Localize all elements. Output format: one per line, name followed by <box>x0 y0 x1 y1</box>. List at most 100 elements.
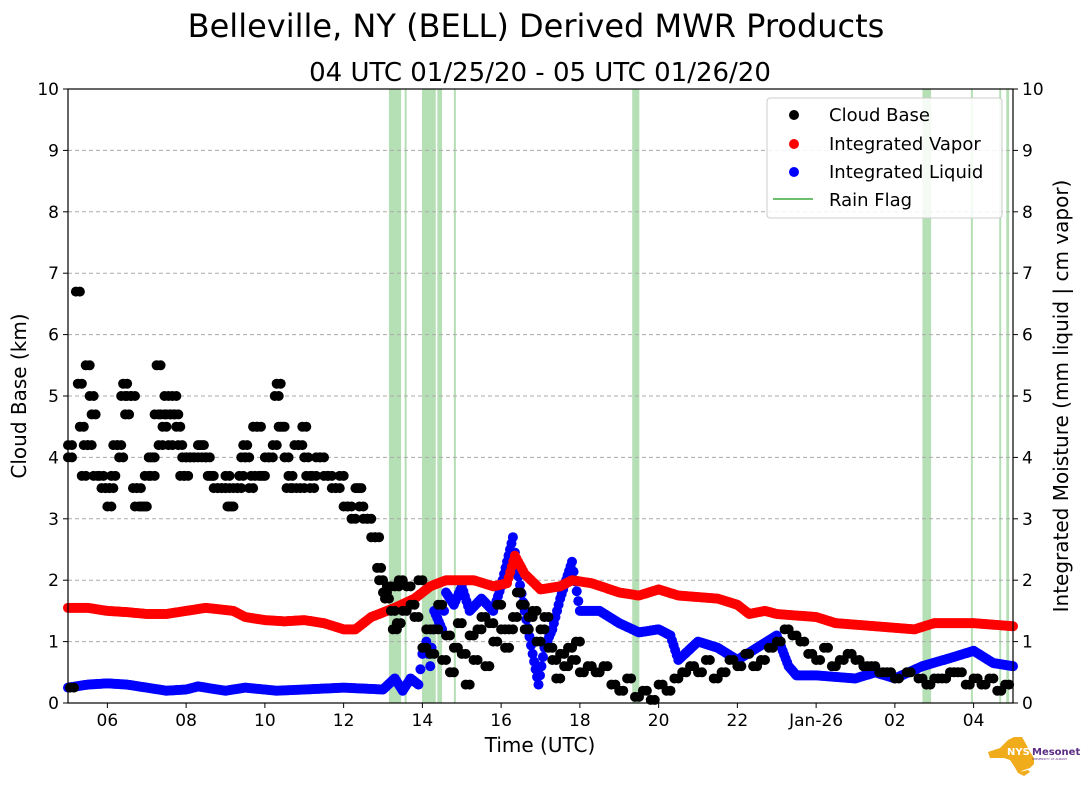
legend-label-cloud-base: Cloud Base <box>829 105 930 126</box>
legend-marker-vapor <box>789 139 799 149</box>
cloud-base-point <box>413 612 424 623</box>
cloud-base-point <box>98 470 109 481</box>
cloud-base-point <box>956 667 967 678</box>
liquid-point <box>507 532 518 543</box>
cloud-base-point <box>504 642 515 653</box>
cloud-base-point <box>448 667 459 678</box>
cloud-base-point <box>460 648 471 659</box>
y2-tick-label: 3 <box>1022 510 1033 530</box>
cloud-base-point <box>173 409 184 420</box>
cloud-base-point <box>90 409 101 420</box>
y-tick-label: 2 <box>48 571 59 591</box>
cloud-base-point <box>464 679 475 690</box>
y2-tick-label: 10 <box>1022 80 1044 100</box>
y-tick-label: 3 <box>48 510 59 530</box>
cloud-base-point <box>823 642 833 653</box>
cloud-base-point <box>511 612 522 623</box>
cloud-base-point <box>198 440 209 451</box>
cloud-base-point <box>409 599 420 610</box>
cloud-base-point <box>228 501 239 512</box>
cloud-base-point <box>110 470 121 481</box>
cloud-base-point <box>171 391 182 401</box>
cloud-base-point <box>519 599 530 610</box>
cloud-base-point <box>476 624 487 635</box>
legend-label-vapor: Integrated Vapor <box>829 134 981 155</box>
new-york-state-shape <box>988 737 1034 776</box>
cloud-base-point <box>456 618 467 629</box>
cloud-base-point <box>760 655 770 666</box>
y2-tick-label: 5 <box>1022 387 1033 407</box>
cloud-base-point <box>122 378 133 389</box>
cloud-base-point <box>350 513 361 524</box>
x-tick-label: 14 <box>412 711 434 731</box>
cloud-base-point <box>204 452 215 463</box>
cloud-base-point <box>445 630 455 641</box>
x-tick-label: 22 <box>727 711 749 731</box>
cloud-base-point <box>177 440 188 451</box>
cloud-base-point <box>374 532 385 543</box>
liquid-point <box>415 664 426 675</box>
liquid-point <box>535 670 546 681</box>
grid-layer <box>68 149 1013 643</box>
liquid-point <box>567 556 577 567</box>
cloud-base-point <box>86 440 97 451</box>
cloud-base-point <box>319 452 329 463</box>
cloud-base-point <box>248 483 259 494</box>
cloud-base-point <box>161 421 172 432</box>
cloud-base-point <box>275 378 286 389</box>
cloud-base-point <box>395 618 406 629</box>
legend-marker-cloud-base <box>789 110 799 120</box>
cloud-base-point <box>108 483 119 494</box>
cloud-base-point <box>259 470 270 481</box>
legend: Cloud Base Integrated Vapor Integrated L… <box>766 97 1003 219</box>
cloud-base-point <box>149 470 160 481</box>
cloud-base-point <box>535 636 546 647</box>
cloud-base-point <box>271 440 282 451</box>
cloud-base-point <box>389 605 400 616</box>
cloud-base-point <box>417 575 428 586</box>
x-tick-label: 06 <box>97 711 119 731</box>
cloud-base-point <box>106 501 117 512</box>
x-tick-label: 04 <box>963 711 985 731</box>
logo-nys: NYS <box>1007 747 1030 758</box>
x-tick-label: 12 <box>333 711 355 731</box>
x-tick-label: 20 <box>648 711 670 731</box>
cloud-base-point <box>492 636 503 647</box>
cloud-base-point <box>484 661 495 672</box>
cloud-base-point <box>472 655 483 666</box>
y-tick-label: 5 <box>48 387 59 407</box>
cloud-base-point <box>135 483 146 494</box>
cloud-base-point <box>267 452 278 463</box>
x-axis-label: Time (UTC) <box>484 733 596 757</box>
cloud-base-point <box>334 483 345 494</box>
data-layer <box>63 286 1018 705</box>
cloud-base-point <box>118 452 129 463</box>
liquid-point <box>527 648 538 659</box>
cloud-base-point <box>244 452 255 463</box>
cloud-base-point <box>76 378 87 389</box>
cloud-base-point <box>531 605 542 616</box>
cloud-base-point <box>736 661 747 672</box>
y2-tick-label: 6 <box>1022 326 1033 346</box>
logo-tagline: UNIVERSITY AT ALBANY <box>1032 757 1067 761</box>
cloud-base-point <box>555 673 566 684</box>
y2-tick-label: 4 <box>1022 448 1033 468</box>
cloud-base-point <box>303 452 314 463</box>
cloud-base-point <box>429 648 440 659</box>
cloud-base-point <box>437 599 448 610</box>
cloud-base-point <box>68 682 79 693</box>
cloud-base-point <box>988 673 999 684</box>
cloud-base-point <box>130 391 140 401</box>
legend-marker-liquid <box>789 167 799 177</box>
chart-title: Belleville, NY (BELL) Derived MWR Produc… <box>188 7 885 45</box>
cloud-base-point <box>441 655 452 666</box>
cloud-base-point <box>224 470 235 481</box>
y2-axis-label: Integrated Moisture (mm liquid | cm vapo… <box>1049 180 1073 613</box>
cloud-base-point <box>311 470 322 481</box>
cloud-base-point <box>815 655 826 666</box>
y-tick-label: 4 <box>48 448 59 468</box>
cloud-base-point <box>116 440 127 451</box>
y-tick-label: 7 <box>48 264 59 284</box>
